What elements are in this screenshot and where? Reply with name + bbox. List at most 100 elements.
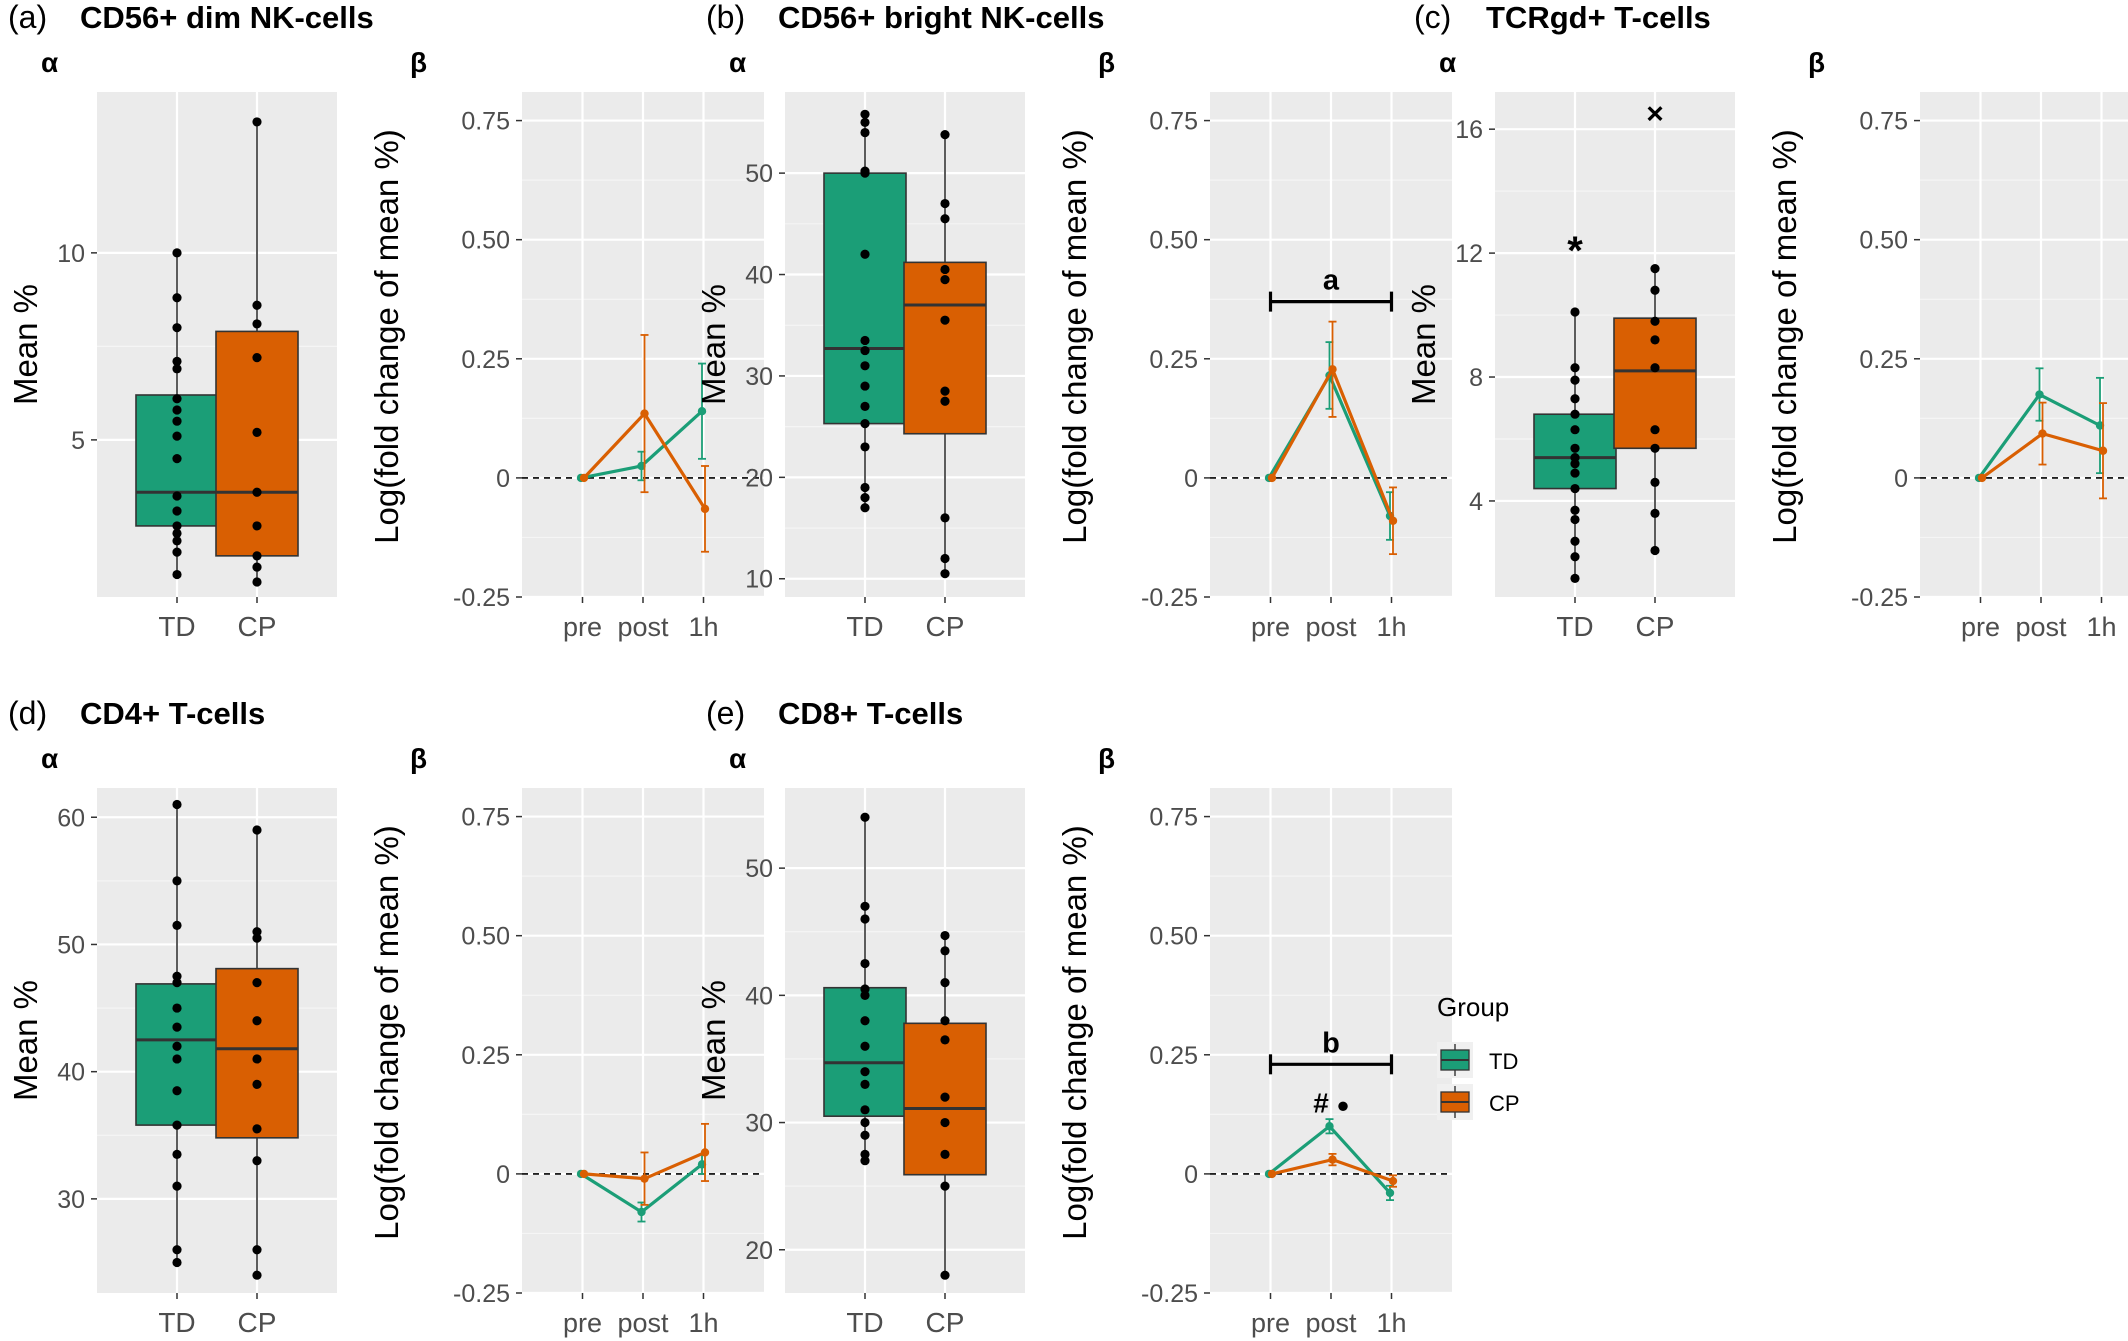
data-point	[172, 416, 182, 426]
data-point	[172, 978, 182, 988]
data-point	[940, 930, 950, 941]
data-point	[940, 553, 950, 564]
data-point	[860, 1149, 870, 1159]
beta-ytick-label: 0.75	[1859, 108, 1908, 136]
beta-y-axis-title: Log(fold change of mean %)	[1056, 825, 1093, 1240]
series-point-cp	[640, 1174, 649, 1183]
alpha-xtick-label: TD	[1556, 611, 1593, 642]
legend-title: Group	[1437, 992, 1509, 1022]
beta-ytick-label: -0.25	[1141, 584, 1198, 612]
series-point-cp	[1328, 1155, 1337, 1164]
significance-marker: *	[1567, 229, 1583, 273]
data-point	[860, 984, 870, 994]
panel-title: CD8+ T-cells	[778, 696, 963, 731]
data-point	[252, 933, 262, 943]
alpha-ytick-label: 8	[1469, 364, 1483, 392]
data-point	[860, 418, 870, 429]
panel-title: CD56+ dim NK-cells	[80, 0, 374, 35]
data-point	[1650, 443, 1660, 453]
alpha-ytick-label: 50	[745, 160, 773, 188]
significance-marker: #	[1313, 1087, 1329, 1118]
beta-label: β	[410, 743, 427, 774]
data-point	[860, 1156, 870, 1166]
data-point	[252, 521, 262, 531]
alpha-label: α	[729, 743, 746, 774]
panel-letter: (a)	[8, 0, 47, 35]
data-point	[940, 513, 950, 523]
data-point	[860, 127, 870, 138]
significance-bracket-label: b	[1322, 1027, 1340, 1059]
beta-xtick-label: 1h	[1376, 1308, 1406, 1338]
data-point	[252, 487, 262, 497]
alpha-ytick-label: 50	[57, 931, 85, 959]
data-point	[172, 1022, 182, 1032]
data-point	[252, 577, 262, 587]
alpha-y-axis-title: Mean %	[695, 980, 732, 1101]
alpha-ytick-label: 40	[745, 262, 773, 290]
data-point	[172, 248, 182, 258]
data-point	[172, 323, 182, 333]
data-point	[252, 978, 262, 988]
data-point	[172, 431, 182, 441]
beta-ytick-label: 0.75	[461, 108, 510, 136]
series-point-cp	[1267, 473, 1277, 483]
data-point	[940, 1270, 950, 1280]
data-point	[172, 1149, 182, 1159]
beta-label: β	[1098, 47, 1115, 78]
panel-letter: (d)	[8, 695, 47, 731]
data-point	[940, 315, 950, 325]
data-point	[252, 352, 262, 363]
series-point-cp	[700, 1148, 710, 1157]
series-point-cp	[2098, 446, 2108, 455]
series-point-td	[1325, 1122, 1334, 1131]
data-point	[940, 275, 950, 285]
data-point	[940, 198, 950, 209]
series-point-cp	[579, 1169, 589, 1179]
data-point	[172, 1120, 182, 1130]
series-point-cp	[1388, 1176, 1398, 1186]
data-point	[860, 166, 870, 176]
data-point	[252, 1156, 262, 1166]
data-point	[172, 364, 182, 374]
legend-key-td	[1437, 1042, 1473, 1078]
series-point-cp	[579, 473, 589, 483]
data-point	[1650, 335, 1660, 345]
box-cp	[903, 261, 987, 435]
panel-title: TCRgd+ T-cells	[1486, 0, 1711, 35]
data-point	[860, 958, 870, 969]
data-point	[860, 335, 870, 346]
alpha-y-axis-title: Mean %	[7, 980, 44, 1101]
alpha-ytick-label: 30	[745, 363, 773, 391]
panel-letter: (c)	[1414, 0, 1451, 35]
data-point	[860, 442, 870, 452]
data-point	[1570, 536, 1580, 546]
alpha-ytick-label: 40	[745, 982, 773, 1010]
alpha-ytick-label: 20	[745, 464, 773, 492]
panel-letter: (b)	[706, 0, 745, 35]
alpha-ytick-label: 20	[745, 1237, 773, 1265]
data-point	[172, 547, 182, 557]
data-point	[860, 901, 870, 911]
beta-xtick-label: 1h	[1376, 612, 1406, 642]
beta-ytick-label: 0	[496, 465, 510, 493]
beta-y-axis-title: Log(fold change of mean %)	[1056, 129, 1093, 544]
alpha-y-axis-title: Mean %	[695, 284, 732, 405]
data-point	[940, 1016, 950, 1026]
panel-title: CD4+ T-cells	[80, 696, 265, 731]
data-point	[172, 506, 182, 516]
series-point-td	[2035, 390, 2044, 399]
panel-d: (d) CD4+ T-cells α 30 40 50 60 TD CP Mean % β -0.25…	[7, 695, 764, 1338]
beta-xtick-label: 1h	[2086, 612, 2116, 642]
series-point-cp	[700, 504, 710, 514]
series-point-cp	[2038, 429, 2047, 438]
alpha-xtick-label: TD	[158, 1307, 195, 1338]
data-point	[1570, 552, 1580, 562]
beta-ytick-label: 0.25	[461, 1042, 510, 1070]
beta-ytick-label: -0.25	[1851, 584, 1908, 612]
data-point	[860, 345, 870, 356]
data-point	[172, 491, 182, 501]
significance-marker: ●	[1336, 1092, 1349, 1117]
data-point	[172, 1245, 182, 1255]
beta-ytick-label: 0	[496, 1161, 510, 1189]
beta-xtick-label: 1h	[688, 612, 718, 642]
